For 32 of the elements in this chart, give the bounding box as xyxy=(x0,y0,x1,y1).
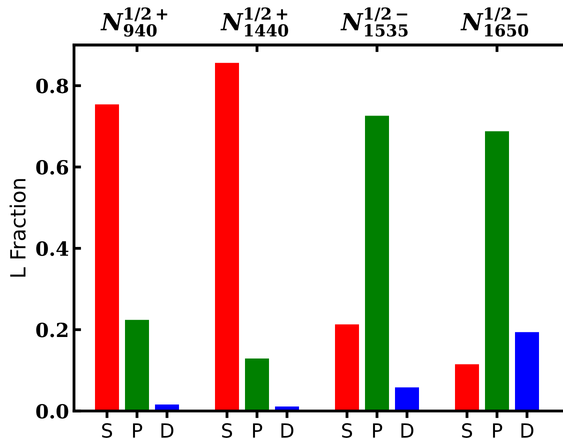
y-tick-label: 0.2 xyxy=(36,322,68,338)
x-tick-label: P xyxy=(133,423,142,438)
x-tick-label: D xyxy=(521,423,534,438)
x-tick-label: D xyxy=(161,423,174,438)
bar xyxy=(95,104,119,411)
bar xyxy=(215,62,239,411)
x-tick-label: D xyxy=(281,423,294,438)
x-tick-label: S xyxy=(462,423,472,438)
bar xyxy=(125,320,149,411)
x-tick-label: P xyxy=(253,423,262,438)
x-tick-label: P xyxy=(493,423,502,438)
bar xyxy=(365,116,389,411)
text: N$^{1/2+}$$_{940}$ xyxy=(100,7,168,37)
y-tick-label: 0.8 xyxy=(36,78,68,94)
bar xyxy=(515,332,539,411)
bar xyxy=(455,364,479,411)
x-tick-label: S xyxy=(342,423,352,438)
y-axis-title: L Fraction xyxy=(10,179,26,277)
x-tick-label: S xyxy=(102,423,112,438)
text: N$^{1/2−}$$_{1650}$ xyxy=(460,7,528,37)
x-tick-label: P xyxy=(373,423,382,438)
y-tick-label: 0.6 xyxy=(36,160,68,175)
x-tick-label: S xyxy=(222,423,232,438)
y-tick-label: 0.4 xyxy=(36,241,68,256)
text: N$^{1/2+}$$_{1440}$ xyxy=(220,7,288,37)
y-tick-label: 0.0 xyxy=(36,404,68,419)
bar xyxy=(245,358,269,411)
bar xyxy=(395,387,419,411)
bar xyxy=(335,324,359,411)
bar xyxy=(485,131,509,411)
x-tick-label: D xyxy=(401,423,414,438)
text: N$^{1/2−}$$_{1535}$ xyxy=(340,7,408,37)
